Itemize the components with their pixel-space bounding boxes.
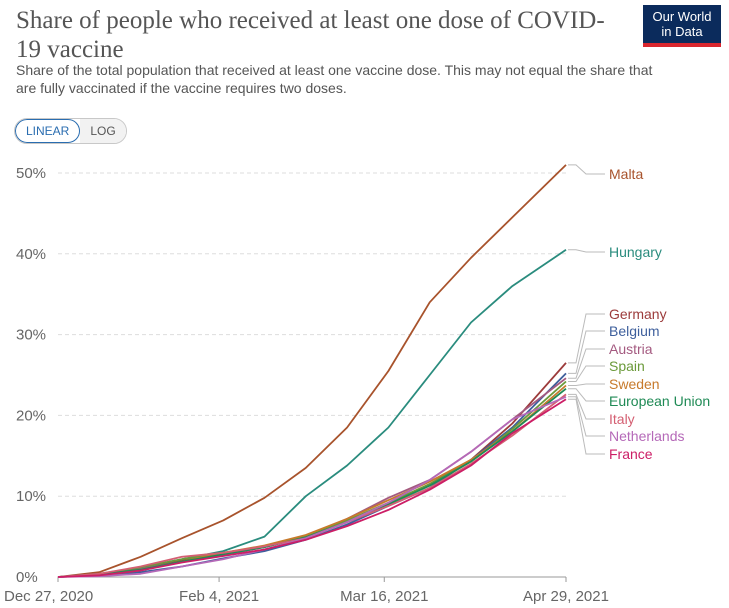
series-line-austria[interactable] bbox=[57, 377, 567, 578]
linear-scale-button[interactable]: LINEAR bbox=[15, 119, 81, 143]
legend-label-france[interactable]: France bbox=[609, 446, 653, 462]
y-tick-label: 20% bbox=[16, 407, 46, 424]
legend-label-italy[interactable]: Italy bbox=[609, 411, 635, 427]
series-line-european-union[interactable] bbox=[57, 387, 567, 578]
legend-label-belgium[interactable]: Belgium bbox=[609, 323, 660, 339]
series-line-netherlands[interactable] bbox=[57, 395, 567, 578]
legend-leader-line bbox=[568, 365, 605, 382]
y-tick-label: 10% bbox=[16, 488, 46, 505]
legend-leader-line bbox=[568, 249, 605, 253]
legend-leader-line bbox=[568, 398, 605, 455]
log-scale-button[interactable]: LOG bbox=[80, 119, 126, 143]
legend-label-austria[interactable]: Austria bbox=[609, 341, 653, 357]
line-chart: 0% 10% 20% 30% 40% 50% Dec 27, 2020 Feb 4, 2021… bbox=[4, 164, 710, 605]
x-tick-label: Dec 27, 2020 bbox=[4, 588, 93, 605]
grid-layer bbox=[57, 172, 567, 582]
legend-label-germany[interactable]: Germany bbox=[609, 306, 667, 322]
y-tick-label: 30% bbox=[16, 327, 46, 344]
legend-label-malta[interactable]: Malta bbox=[609, 166, 643, 182]
tick-label-layer: 0% 10% 20% 30% 40% 50% Dec 27, 2020 Feb 4, 2021… bbox=[4, 165, 609, 605]
legend-leader-line bbox=[568, 388, 605, 402]
legend-leader-line bbox=[568, 396, 605, 437]
legend-leader-line bbox=[568, 348, 605, 379]
logo-line-1: Our World bbox=[652, 9, 712, 24]
series-line-belgium[interactable] bbox=[57, 372, 567, 578]
x-tick-label: Feb 4, 2021 bbox=[179, 588, 259, 605]
series-layer bbox=[57, 164, 567, 578]
owid-logo[interactable]: Our World in Data bbox=[643, 5, 721, 47]
series-line-italy[interactable] bbox=[57, 393, 567, 578]
legend-leader-line bbox=[568, 313, 605, 364]
legend-label-netherlands[interactable]: Netherlands bbox=[609, 428, 685, 444]
series-line-germany[interactable] bbox=[57, 362, 567, 578]
series-line-malta[interactable] bbox=[57, 164, 567, 578]
legend-label-sweden[interactable]: Sweden bbox=[609, 376, 660, 392]
series-line-france[interactable] bbox=[57, 398, 567, 578]
x-tick-label: Mar 16, 2021 bbox=[340, 588, 428, 605]
legend-label-european-union[interactable]: European Union bbox=[609, 393, 710, 409]
chart-subtitle: Share of the total population that recei… bbox=[16, 62, 653, 96]
legend-leader-line bbox=[568, 383, 605, 386]
legend-label-spain[interactable]: Spain bbox=[609, 358, 645, 374]
y-tick-label: 50% bbox=[16, 165, 46, 182]
legend-label-hungary[interactable]: Hungary bbox=[609, 244, 662, 260]
legend-leader-line bbox=[568, 164, 605, 175]
x-tick-label: Apr 29, 2021 bbox=[523, 588, 609, 605]
y-tick-label: 0% bbox=[16, 569, 38, 586]
logo-line-2: in Data bbox=[661, 24, 703, 39]
legend-leader-line bbox=[568, 330, 605, 374]
scale-toggle: LINEAR LOG bbox=[14, 118, 127, 144]
y-tick-label: 40% bbox=[16, 246, 46, 263]
chart-title: Share of people who received at least on… bbox=[16, 7, 605, 63]
series-line-hungary[interactable] bbox=[57, 249, 567, 578]
series-line-spain[interactable] bbox=[57, 380, 567, 578]
legend-leader-line bbox=[568, 393, 605, 420]
series-line-sweden[interactable] bbox=[57, 384, 567, 578]
